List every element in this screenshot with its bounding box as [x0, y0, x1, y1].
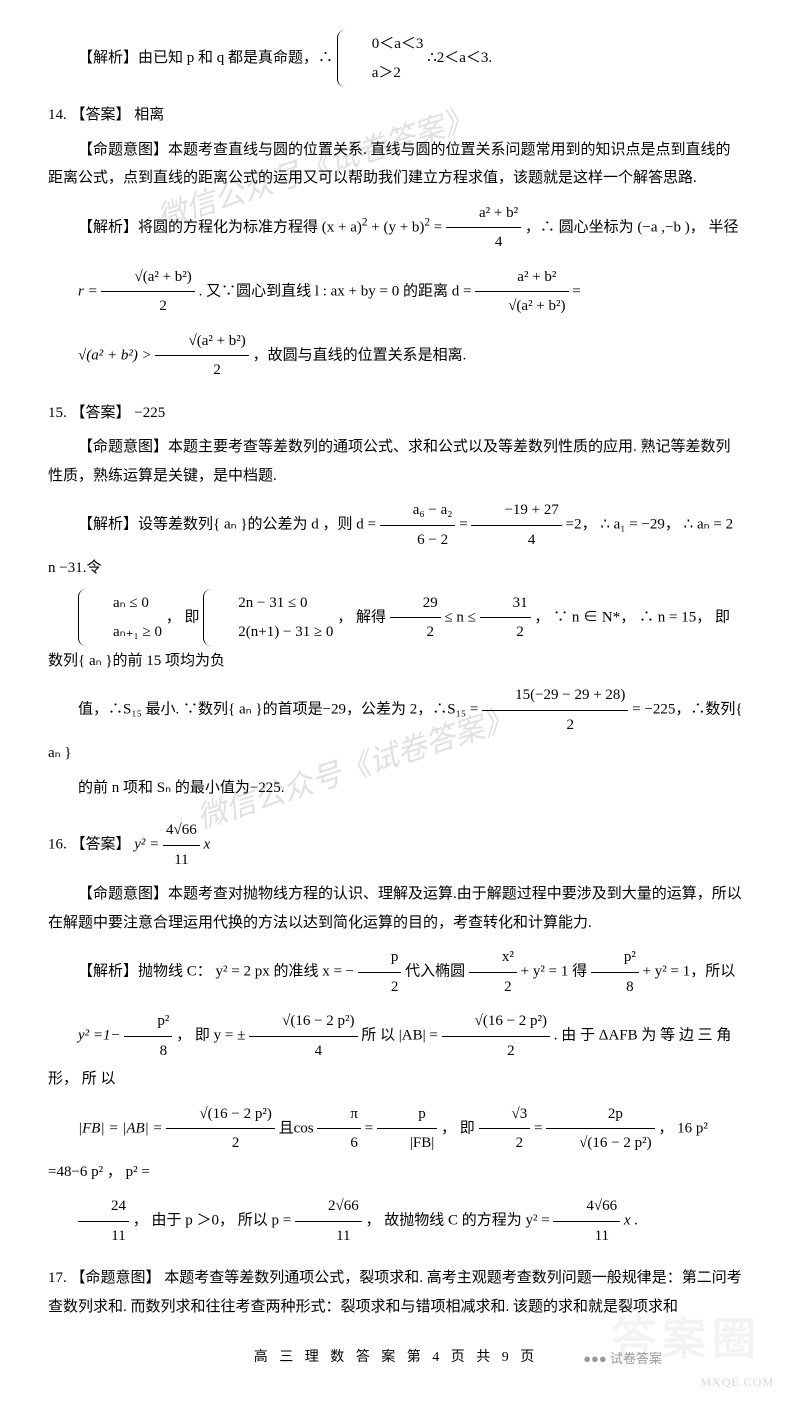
- q15-p1: 【解析】设等差数列{ aₙ }的公差为 d ，则 d = a₆ − a₂6 − …: [48, 496, 744, 583]
- site-mark: MXQE.COM: [700, 1371, 774, 1394]
- q15: 15. 【答案】 −225 【命题意图】本题主要考查等差数列的通项公式、求和公式…: [48, 399, 744, 803]
- q14-p2: r = √(a² + b²)2 . 又∵圆心到直线 l : ax + by = …: [48, 263, 744, 321]
- q16-p2: y² =1− p²8 ， 即 y = ± √(16 − 2 p²)4 所 以 |…: [48, 1007, 744, 1094]
- q16-p3: |FB| = |AB| = √(16 − 2 p²)2 且cos π6 = p|…: [48, 1100, 744, 1187]
- page-footer: 高 三 理 数 答 案 第 4 页 共 9 页: [48, 1345, 744, 1372]
- q14: 14. 【答案】 相离 【命题意图】本题考查直线与圆的位置关系. 直线与圆的位置…: [48, 101, 744, 385]
- q13-analysis: 【解析】由已知 p 和 q 都是真命题，∴ 0＜a＜3 a＞2 ∴2＜a＜3.: [48, 30, 744, 87]
- q14-ans-label: 【答案】: [71, 107, 131, 123]
- q17-num: 17.: [48, 1270, 67, 1286]
- q14-p1: 【解析】将圆的方程化为标准方程得 (x + a)2 + (y + b)2 = a…: [48, 199, 744, 257]
- q13-text: 【解析】由已知 p 和 q 都是真命题，∴: [78, 50, 333, 66]
- q13-tail: ∴2＜a＜3.: [427, 50, 492, 66]
- q16-p1: 【解析】抛物线 C： y² = 2 px 的准线 x = − p2 代入椭圆 x…: [48, 943, 744, 1001]
- q16-ans-label: 【答案】: [71, 836, 131, 852]
- q16-intent: 【命题意图】本题考查对抛物线方程的认识、理解及运算.由于解题过程中要涉及到大量的…: [48, 880, 744, 937]
- q17-intent-label: 【命题意图】: [71, 1270, 161, 1286]
- q15-ans: −225: [134, 405, 165, 421]
- q14-num: 14.: [48, 107, 67, 123]
- q15-p2: aₙ ≤ 0aₙ₊₁ ≥ 0 ， 即 2n − 31 ≤ 02(n+1) − 3…: [48, 589, 744, 676]
- q17: 17. 【命题意图】 本题考查等差数列通项公式，裂项求和. 高考主观题考查数列问…: [48, 1264, 744, 1321]
- q14-intent: 【命题意图】本题考查直线与圆的位置关系. 直线与圆的位置关系问题常用到的知识点是…: [48, 136, 744, 193]
- q15-intent: 【命题意图】本题主要考查等差数列的通项公式、求和公式以及等差数列性质的应用. 熟…: [48, 433, 744, 490]
- q15-p4: 的前 n 项和 Sₙ 的最小值为−225.: [48, 774, 744, 803]
- q14-p3: √(a² + b²) > √(a² + b²)2 ，故圆与直线的位置关系是相离.: [48, 327, 744, 385]
- q13-system: 0＜a＜3 a＞2: [337, 30, 424, 87]
- q15-p3: 值，∴S₁₅ 最小. ∵数列{ aₙ }的首项是−29，公差为 2，∴S₁₅ =…: [48, 681, 744, 768]
- q15-num: 15.: [48, 405, 67, 421]
- q15-ans-label: 【答案】: [71, 405, 131, 421]
- q16-p4: 2411 ， 由于 p ＞0， 所以 p = 2√6611 ， 故抛物线 C 的…: [48, 1192, 744, 1250]
- q14-ans: 相离: [134, 107, 164, 123]
- q16: 16. 【答案】 y² = 4√6611 x 【命题意图】本题考查对抛物线方程的…: [48, 816, 744, 1250]
- q16-num: 16.: [48, 836, 67, 852]
